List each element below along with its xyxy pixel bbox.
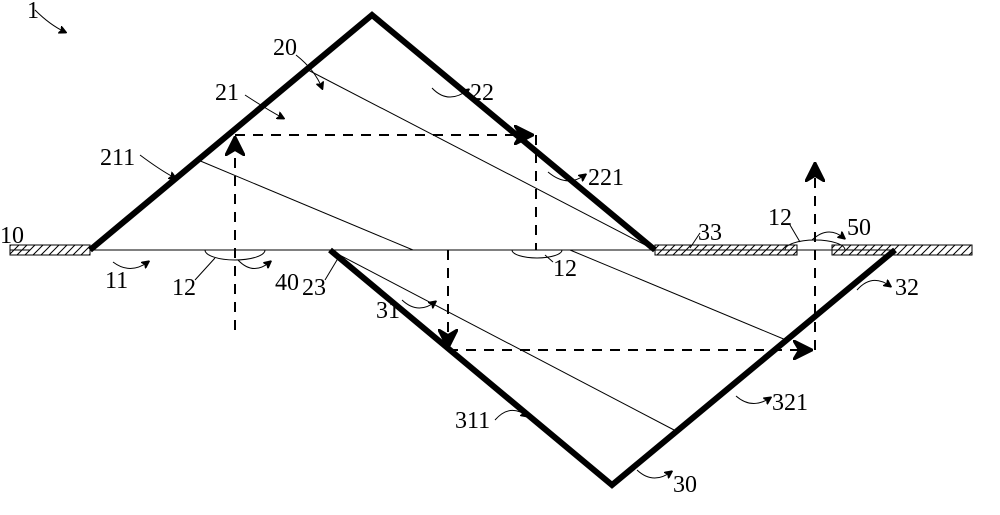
label-33: 33 [698, 220, 722, 246]
lower-thin-2 [570, 250, 786, 340]
label-321: 321 [772, 390, 808, 416]
label-22: 22 [470, 80, 494, 106]
label-211: 211 [100, 145, 135, 171]
label-1: 1 [27, 0, 39, 24]
label-12c: 12 [768, 205, 792, 231]
upper-thin-1 [198, 160, 413, 250]
leader-23 [325, 255, 340, 280]
technical-diagram: 1 20 21 22 211 221 10 11 12 40 23 12 31 … [0, 0, 1000, 515]
label-20: 20 [273, 35, 297, 61]
label-21: 21 [215, 80, 239, 106]
label-11: 11 [105, 268, 128, 294]
label-10: 10 [0, 223, 24, 249]
label-221: 221 [588, 165, 624, 191]
label-23: 23 [302, 275, 326, 301]
label-311: 311 [455, 408, 490, 434]
label-50: 50 [847, 215, 871, 241]
label-32: 32 [895, 275, 919, 301]
label-31: 31 [376, 298, 400, 324]
label-12b: 12 [553, 256, 577, 282]
label-12a: 12 [172, 275, 196, 301]
upper-prism [90, 15, 655, 250]
ray-paths [235, 135, 815, 350]
label-40: 40 [275, 270, 299, 296]
lower-prism [330, 250, 895, 485]
lower-thin-1 [330, 250, 676, 431]
label-30: 30 [673, 472, 697, 498]
leader-12a [195, 258, 215, 280]
